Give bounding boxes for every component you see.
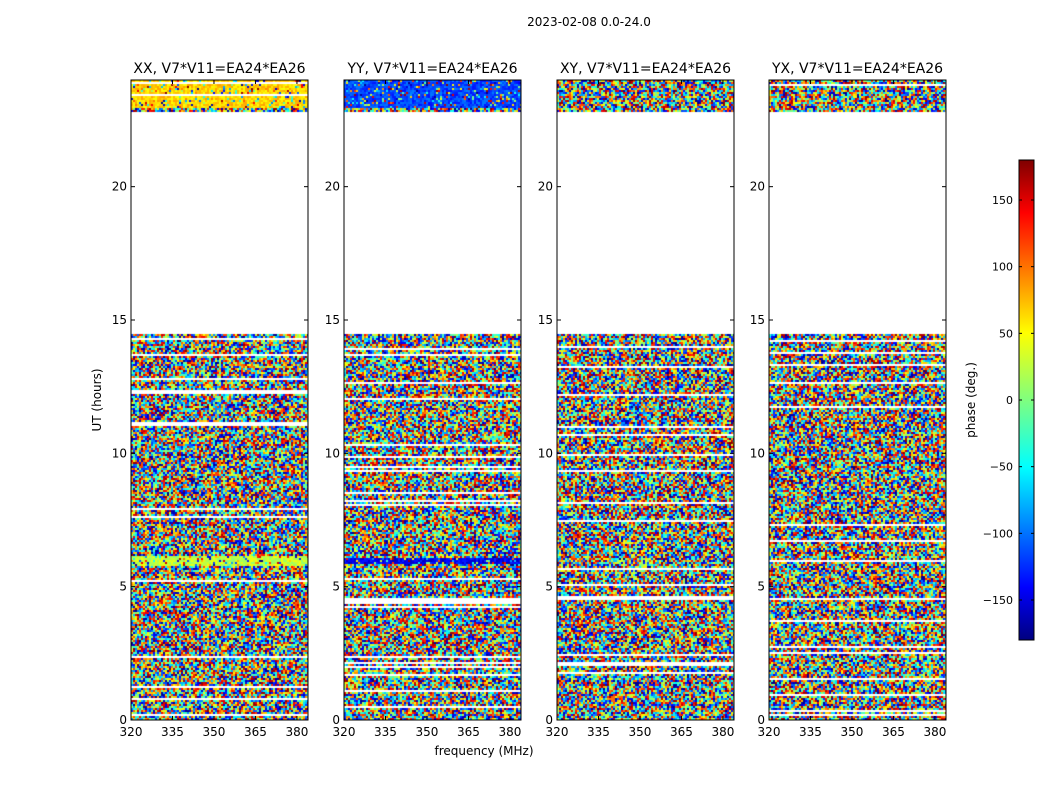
y-tick-label: 0 bbox=[545, 713, 553, 727]
y-tick-label: 0 bbox=[119, 713, 127, 727]
panels-group: XX, V7*V11=EA24*EA26 320 335 350 365 380 0 5 10 1… bbox=[112, 61, 947, 739]
y-tick-label: 5 bbox=[757, 580, 765, 594]
colorbar-tick-label: 0 bbox=[1006, 394, 1013, 407]
axes-frame bbox=[768, 79, 947, 721]
y-tick-label: 5 bbox=[545, 580, 553, 594]
heatmap-image bbox=[769, 80, 946, 720]
y-tick-label: 20 bbox=[538, 180, 553, 194]
x-tick-label: 320 bbox=[758, 725, 781, 739]
colorbar-tick-label: −150 bbox=[983, 594, 1013, 607]
y-tick-label: 5 bbox=[119, 580, 127, 594]
axes-frame bbox=[343, 79, 522, 721]
heatmap-image bbox=[131, 80, 308, 720]
x-tick-label: 350 bbox=[203, 725, 226, 739]
x-tick-label: 335 bbox=[799, 725, 822, 739]
panel-3: YX, V7*V11=EA24*EA26 320 335 350 365 380 0 5 10 1… bbox=[750, 61, 947, 739]
y-tick-label: 10 bbox=[112, 446, 127, 460]
y-tick-label: 20 bbox=[112, 180, 127, 194]
y-tick-label: 15 bbox=[538, 313, 553, 327]
y-tick-label: 10 bbox=[750, 446, 765, 460]
x-tick-label: 320 bbox=[120, 725, 143, 739]
x-tick-label: 365 bbox=[670, 725, 693, 739]
colorbar-tick-label: 50 bbox=[999, 327, 1013, 340]
figure-ylabel: UT (hours) bbox=[90, 368, 104, 431]
heatmap-image bbox=[344, 80, 521, 720]
heatmap-image bbox=[557, 80, 734, 720]
panel-title: XY, V7*V11=EA24*EA26 bbox=[560, 61, 731, 77]
panel-2: XY, V7*V11=EA24*EA26 320 335 350 365 380 0 5 10 1… bbox=[538, 61, 735, 739]
x-tick-label: 350 bbox=[841, 725, 864, 739]
panel-1: YY, V7*V11=EA24*EA26 320 335 350 365 380 0 5 10 1… bbox=[325, 61, 522, 739]
x-tick-label: 365 bbox=[457, 725, 480, 739]
colorbar-ticks: 150 100 50 0 −50 −100 −150 bbox=[983, 194, 1034, 607]
panel-0: XX, V7*V11=EA24*EA26 320 335 350 365 380 0 5 10 1… bbox=[112, 61, 309, 739]
x-tick-label: 335 bbox=[161, 725, 184, 739]
x-tick-label: 380 bbox=[285, 725, 308, 739]
colorbar-tick-label: 100 bbox=[992, 261, 1013, 274]
colorbar: 150 100 50 0 −50 −100 −150 phase (deg.) bbox=[964, 159, 1035, 641]
y-tick-label: 20 bbox=[325, 180, 340, 194]
y-tick-label: 20 bbox=[750, 180, 765, 194]
y-tick-label: 10 bbox=[325, 446, 340, 460]
x-tick-label: 365 bbox=[244, 725, 267, 739]
panel-title: YY, V7*V11=EA24*EA26 bbox=[346, 61, 517, 77]
colorbar-tick-label: −50 bbox=[990, 461, 1013, 474]
x-tick-label: 320 bbox=[333, 725, 356, 739]
x-tick-label: 380 bbox=[498, 725, 521, 739]
figure-xlabel: frequency (MHz) bbox=[434, 744, 533, 758]
x-tick-label: 380 bbox=[923, 725, 946, 739]
y-tick-label: 15 bbox=[750, 313, 765, 327]
colorbar-tick-label: 150 bbox=[992, 194, 1013, 207]
panel-title: YX, V7*V11=EA24*EA26 bbox=[771, 61, 943, 77]
axes-frame bbox=[130, 79, 309, 721]
x-tick-label: 350 bbox=[416, 725, 439, 739]
x-tick-label: 320 bbox=[546, 725, 569, 739]
colorbar-tick-label: −100 bbox=[983, 527, 1013, 540]
x-tick-label: 365 bbox=[882, 725, 905, 739]
panel-title: XX, V7*V11=EA24*EA26 bbox=[133, 61, 305, 77]
y-tick-label: 15 bbox=[325, 313, 340, 327]
x-tick-label: 335 bbox=[374, 725, 397, 739]
y-tick-label: 5 bbox=[332, 580, 340, 594]
y-tick-label: 10 bbox=[538, 446, 553, 460]
y-tick-label: 0 bbox=[332, 713, 340, 727]
x-tick-label: 350 bbox=[629, 725, 652, 739]
figure-suptitle: 2023-02-08 0.0-24.0 bbox=[527, 15, 651, 29]
axes-frame bbox=[556, 79, 735, 721]
x-tick-label: 380 bbox=[711, 725, 734, 739]
colorbar-label: phase (deg.) bbox=[964, 362, 978, 438]
x-tick-label: 335 bbox=[587, 725, 610, 739]
y-tick-label: 15 bbox=[112, 313, 127, 327]
y-tick-label: 0 bbox=[757, 713, 765, 727]
